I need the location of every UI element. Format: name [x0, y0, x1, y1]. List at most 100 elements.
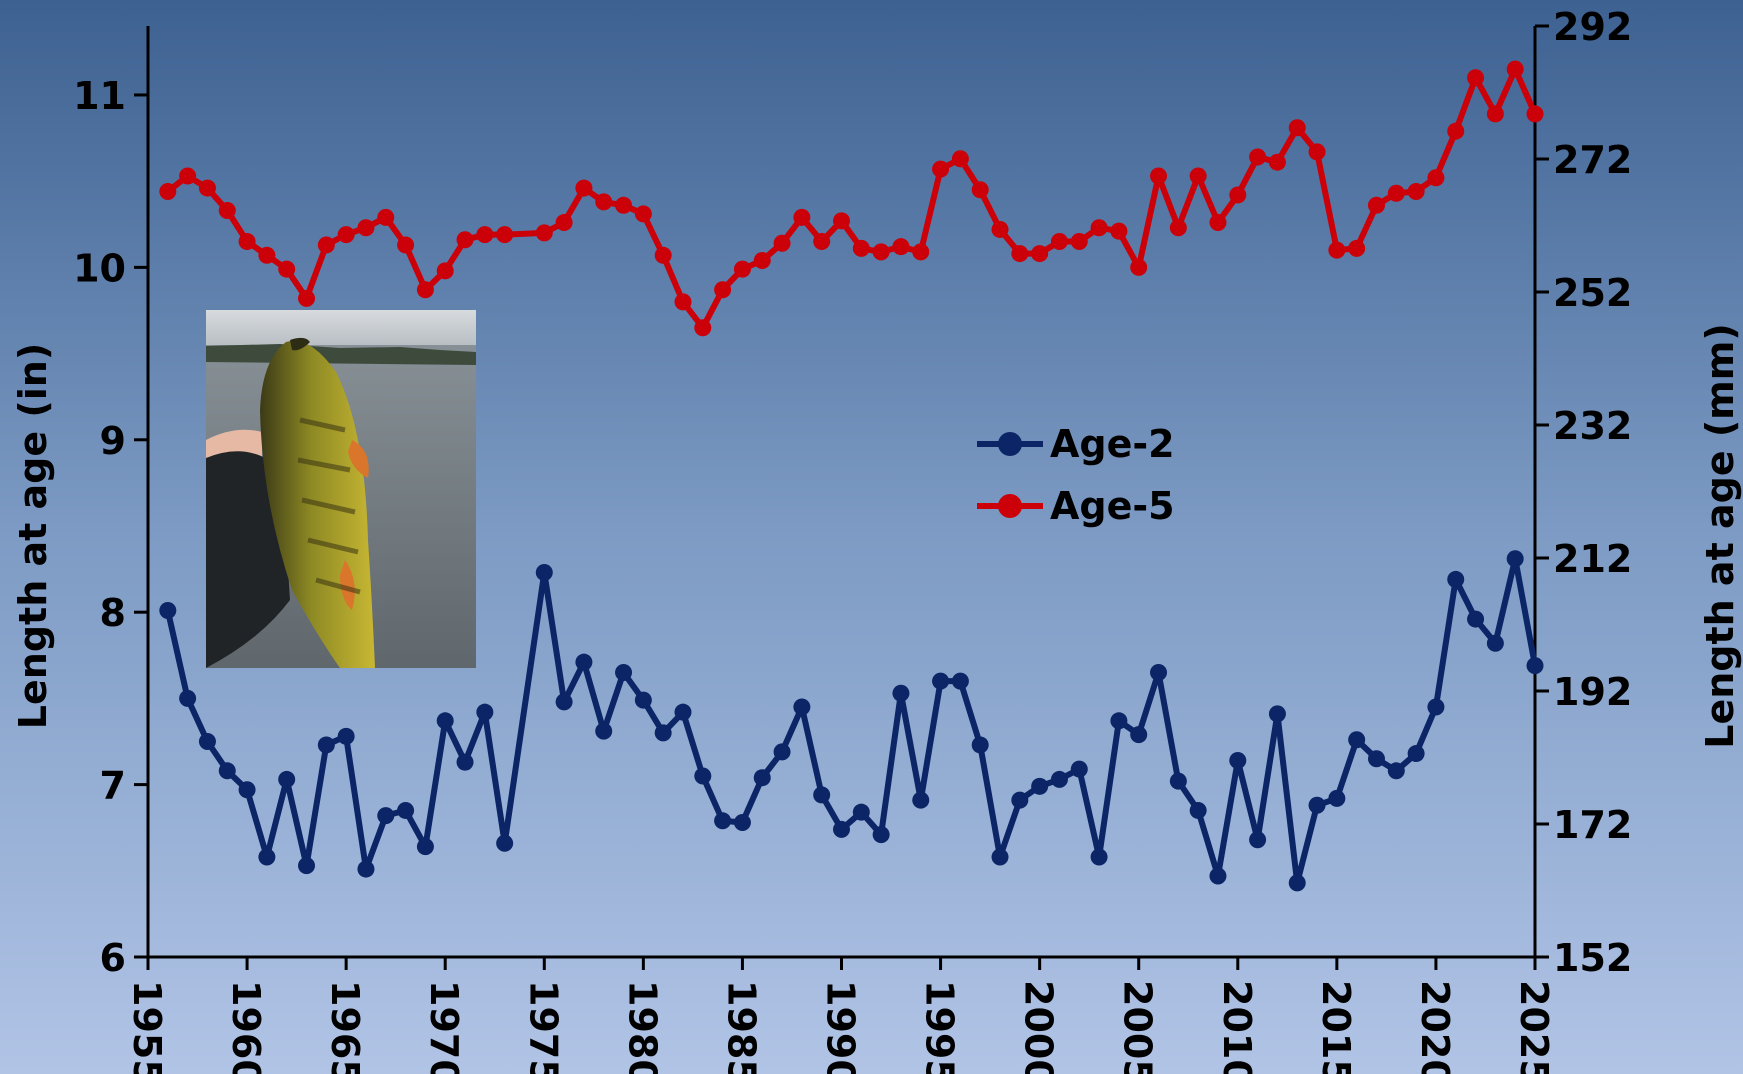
data-point-age-5: [397, 236, 415, 254]
y-tick-label-right: 252: [1553, 271, 1632, 315]
data-point-age-5: [1328, 241, 1346, 259]
data-point-age-5: [1150, 167, 1168, 185]
data-point-age-5: [1249, 148, 1267, 166]
x-tick-label: 2015: [1314, 980, 1358, 1074]
y-tick-label-right: 192: [1553, 670, 1632, 714]
data-point-age-2: [298, 857, 316, 875]
data-point-age-2: [555, 693, 573, 711]
data-point-age-5: [1050, 233, 1068, 251]
data-point-age-2: [1486, 634, 1504, 652]
data-point-age-2: [991, 848, 1009, 866]
data-point-age-2: [1467, 610, 1485, 628]
y-tick-label-left: 7: [100, 764, 126, 808]
y-tick-label-right: 272: [1553, 138, 1632, 182]
data-point-age-5: [436, 262, 454, 280]
data-point-age-2: [1229, 751, 1247, 769]
data-point-age-5: [753, 251, 771, 269]
data-point-age-2: [1308, 796, 1326, 814]
data-point-age-2: [1189, 801, 1207, 819]
data-point-age-5: [337, 226, 355, 244]
data-point-age-2: [971, 736, 989, 754]
data-point-age-2: [317, 736, 335, 754]
data-point-age-5: [1011, 245, 1029, 263]
data-point-age-5: [674, 293, 692, 311]
legend-marker-age-2: [998, 432, 1022, 456]
data-point-age-5: [813, 233, 831, 251]
data-point-age-5: [1506, 60, 1524, 78]
y-tick-label-left: 10: [73, 246, 126, 290]
data-point-age-2: [912, 791, 930, 809]
data-point-age-2: [714, 812, 732, 830]
x-tick-label: 2020: [1413, 980, 1457, 1074]
data-point-age-5: [773, 234, 791, 252]
data-point-age-5: [238, 233, 256, 251]
data-point-age-5: [971, 181, 989, 199]
data-point-age-2: [535, 564, 553, 582]
y-tick-label-left: 6: [100, 936, 126, 980]
data-point-age-2: [416, 838, 434, 856]
data-point-age-2: [852, 803, 870, 821]
data-point-age-2: [337, 727, 355, 745]
data-point-age-5: [1189, 167, 1207, 185]
y-tick-label-right: 292: [1553, 5, 1632, 49]
data-point-age-2: [1011, 791, 1029, 809]
y-tick-label-right: 232: [1553, 404, 1632, 448]
data-point-age-2: [932, 672, 950, 690]
data-point-age-5: [1486, 105, 1504, 123]
data-point-age-5: [1169, 219, 1187, 237]
data-point-age-5: [1387, 184, 1405, 202]
data-point-age-2: [753, 769, 771, 787]
data-point-age-2: [615, 664, 633, 682]
data-point-age-5: [258, 246, 276, 264]
data-point-age-2: [1288, 874, 1306, 892]
y-tick-label-right: 212: [1553, 537, 1632, 581]
legend-marker-age-5: [998, 494, 1022, 518]
data-point-age-2: [1427, 698, 1445, 716]
data-point-age-2: [179, 689, 197, 707]
data-point-age-2: [872, 826, 890, 844]
data-point-age-2: [1050, 770, 1068, 788]
data-point-age-5: [852, 239, 870, 257]
y-tick-label-right: 172: [1553, 803, 1632, 847]
data-point-age-2: [892, 684, 910, 702]
data-point-age-2: [238, 781, 256, 799]
data-point-age-2: [397, 801, 415, 819]
data-point-age-5: [416, 281, 434, 299]
data-point-age-5: [1070, 233, 1088, 251]
data-point-age-5: [535, 224, 553, 242]
data-point-age-5: [1031, 245, 1049, 263]
data-point-age-2: [1367, 750, 1385, 768]
data-point-age-2: [1526, 657, 1544, 675]
x-tick-label: 1965: [323, 980, 367, 1074]
data-point-age-5: [555, 214, 573, 232]
data-point-age-5: [1209, 214, 1227, 232]
data-point-age-2: [456, 753, 474, 771]
y-axis-title-left: Length at age (in): [11, 343, 55, 729]
data-point-age-5: [1467, 69, 1485, 87]
data-point-age-2: [258, 848, 276, 866]
data-point-age-2: [674, 703, 692, 721]
x-tick-label: 2005: [1116, 980, 1160, 1074]
legend: Age-2 Age-5: [977, 422, 1175, 528]
data-point-age-5: [1367, 196, 1385, 214]
x-tick-label: 1970: [422, 980, 466, 1074]
data-point-age-2: [1447, 570, 1465, 588]
x-tick-label: 1960: [224, 980, 268, 1074]
data-point-age-5: [476, 226, 494, 244]
data-point-age-2: [1387, 762, 1405, 780]
data-point-age-5: [1288, 119, 1306, 137]
data-point-age-2: [694, 767, 712, 785]
series-line-age-5: [165, 66, 1538, 331]
data-point-age-5: [991, 220, 1009, 238]
data-point-age-5: [1447, 122, 1465, 140]
data-point-age-2: [793, 698, 811, 716]
data-point-age-5: [278, 260, 296, 278]
data-point-age-2: [1506, 550, 1524, 568]
data-point-age-2: [1130, 726, 1148, 744]
data-point-age-5: [615, 196, 633, 214]
x-tick-label: 1955: [125, 980, 169, 1074]
legend-label-age-2: Age-2: [1050, 422, 1175, 466]
x-tick-label: 2025: [1512, 980, 1556, 1074]
data-point-age-5: [159, 183, 177, 201]
